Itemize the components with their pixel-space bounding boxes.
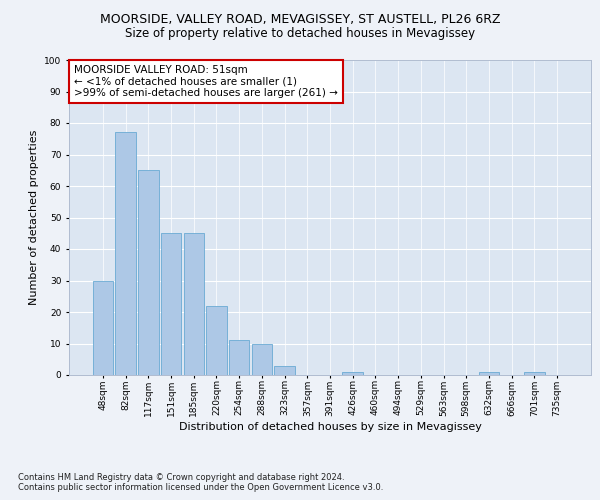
Bar: [115, 132, 136, 375]
Bar: [524, 372, 545, 375]
Bar: [343, 372, 363, 375]
Bar: [479, 372, 499, 375]
Text: Size of property relative to detached houses in Mevagissey: Size of property relative to detached ho…: [125, 28, 475, 40]
Bar: [229, 340, 250, 375]
Bar: [161, 233, 181, 375]
Text: MOORSIDE VALLEY ROAD: 51sqm
← <1% of detached houses are smaller (1)
>99% of sem: MOORSIDE VALLEY ROAD: 51sqm ← <1% of det…: [74, 64, 338, 98]
Bar: [184, 233, 204, 375]
Text: Contains HM Land Registry data © Crown copyright and database right 2024.
Contai: Contains HM Land Registry data © Crown c…: [18, 472, 383, 492]
Bar: [138, 170, 158, 375]
Text: MOORSIDE, VALLEY ROAD, MEVAGISSEY, ST AUSTELL, PL26 6RZ: MOORSIDE, VALLEY ROAD, MEVAGISSEY, ST AU…: [100, 12, 500, 26]
Bar: [274, 366, 295, 375]
Y-axis label: Number of detached properties: Number of detached properties: [29, 130, 38, 305]
Bar: [206, 306, 227, 375]
Text: Distribution of detached houses by size in Mevagissey: Distribution of detached houses by size …: [179, 422, 481, 432]
Bar: [251, 344, 272, 375]
Bar: [93, 280, 113, 375]
